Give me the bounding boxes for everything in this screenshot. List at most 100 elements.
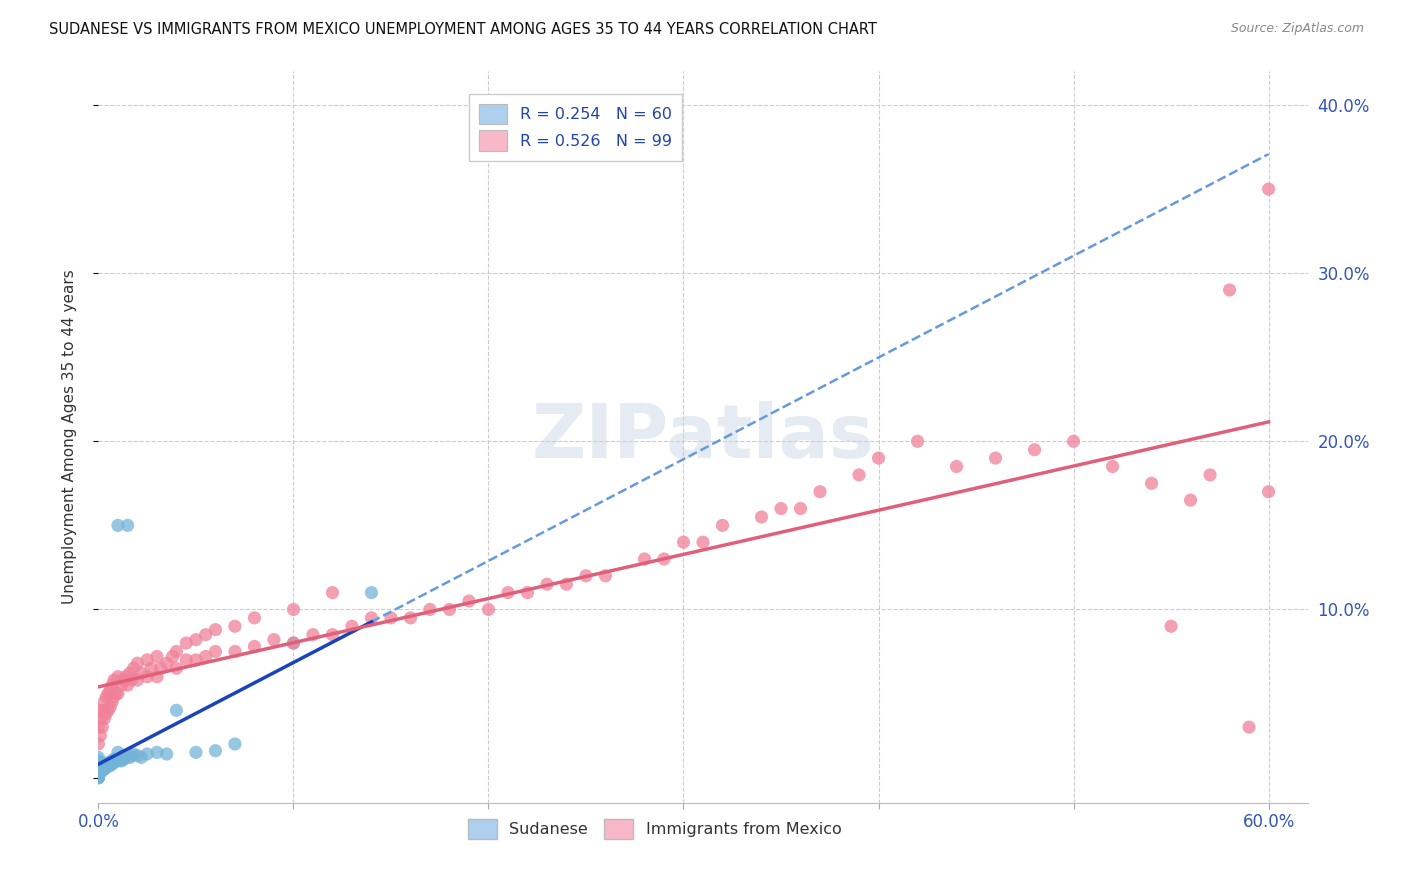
Point: [458, 594, 481, 608]
Point: [111, 750, 134, 764]
Point: [87, 762, 110, 776]
Point: [107, 686, 129, 700]
Point: [114, 670, 136, 684]
Point: [184, 745, 207, 759]
Text: Source: ZipAtlas.com: Source: ZipAtlas.com: [1230, 22, 1364, 36]
Point: [122, 747, 145, 761]
Point: [380, 611, 402, 625]
Point: [98, 700, 121, 714]
Point: [112, 752, 135, 766]
Point: [868, 451, 890, 466]
Point: [633, 552, 655, 566]
Point: [146, 670, 169, 684]
Point: [536, 577, 558, 591]
Point: [808, 484, 831, 499]
Point: [114, 750, 136, 764]
Point: [101, 678, 124, 692]
Point: [107, 670, 129, 684]
Point: [93, 712, 115, 726]
Point: [204, 644, 226, 658]
Point: [89, 760, 111, 774]
Point: [91, 762, 114, 776]
Point: [156, 747, 179, 761]
Point: [87, 754, 110, 768]
Point: [121, 673, 143, 687]
Point: [360, 585, 382, 599]
Point: [117, 518, 139, 533]
Point: [419, 602, 441, 616]
Point: [87, 765, 110, 780]
Text: ZIPatlas: ZIPatlas: [531, 401, 875, 474]
Point: [98, 759, 121, 773]
Point: [89, 712, 111, 726]
Point: [360, 611, 382, 625]
Point: [711, 518, 734, 533]
Point: [595, 569, 617, 583]
Point: [204, 623, 226, 637]
Point: [87, 762, 110, 776]
Point: [1063, 434, 1085, 449]
Point: [89, 765, 111, 780]
Point: [477, 602, 499, 616]
Point: [121, 748, 143, 763]
Point: [283, 602, 305, 616]
Point: [243, 611, 266, 625]
Point: [156, 657, 179, 671]
Point: [89, 764, 111, 778]
Point: [555, 577, 578, 591]
Legend: Sudanese, Immigrants from Mexico: Sudanese, Immigrants from Mexico: [460, 811, 849, 847]
Point: [91, 764, 114, 778]
Point: [87, 757, 110, 772]
Point: [87, 760, 110, 774]
Point: [98, 756, 121, 770]
Point: [692, 535, 714, 549]
Point: [165, 644, 187, 658]
Point: [98, 683, 121, 698]
Point: [97, 686, 120, 700]
Point: [1199, 467, 1222, 482]
Point: [111, 754, 134, 768]
Point: [149, 661, 172, 675]
Point: [87, 720, 110, 734]
Point: [87, 771, 110, 785]
Point: [97, 759, 120, 773]
Point: [165, 703, 187, 717]
Point: [87, 769, 110, 783]
Point: [321, 627, 343, 641]
Point: [575, 569, 598, 583]
Point: [1101, 459, 1123, 474]
Point: [103, 756, 125, 770]
Point: [243, 640, 266, 654]
Point: [652, 552, 675, 566]
Point: [96, 757, 118, 772]
Point: [146, 649, 169, 664]
Point: [103, 690, 125, 704]
Point: [204, 744, 226, 758]
Point: [672, 535, 695, 549]
Point: [139, 661, 162, 675]
Point: [104, 686, 127, 700]
Point: [112, 748, 135, 763]
Point: [496, 585, 519, 599]
Point: [87, 750, 110, 764]
Point: [1160, 619, 1182, 633]
Point: [87, 764, 110, 778]
Point: [104, 754, 127, 768]
Point: [101, 757, 124, 772]
Point: [136, 670, 159, 684]
Point: [302, 627, 325, 641]
Point: [439, 602, 461, 616]
Point: [131, 750, 153, 764]
Point: [136, 653, 159, 667]
Point: [146, 745, 169, 759]
Point: [1180, 493, 1202, 508]
Point: [93, 760, 115, 774]
Point: [1257, 182, 1279, 196]
Point: [263, 632, 285, 647]
Point: [224, 644, 246, 658]
Point: [340, 619, 363, 633]
Point: [174, 653, 197, 667]
Point: [769, 501, 792, 516]
Point: [194, 649, 217, 664]
Point: [321, 585, 343, 599]
